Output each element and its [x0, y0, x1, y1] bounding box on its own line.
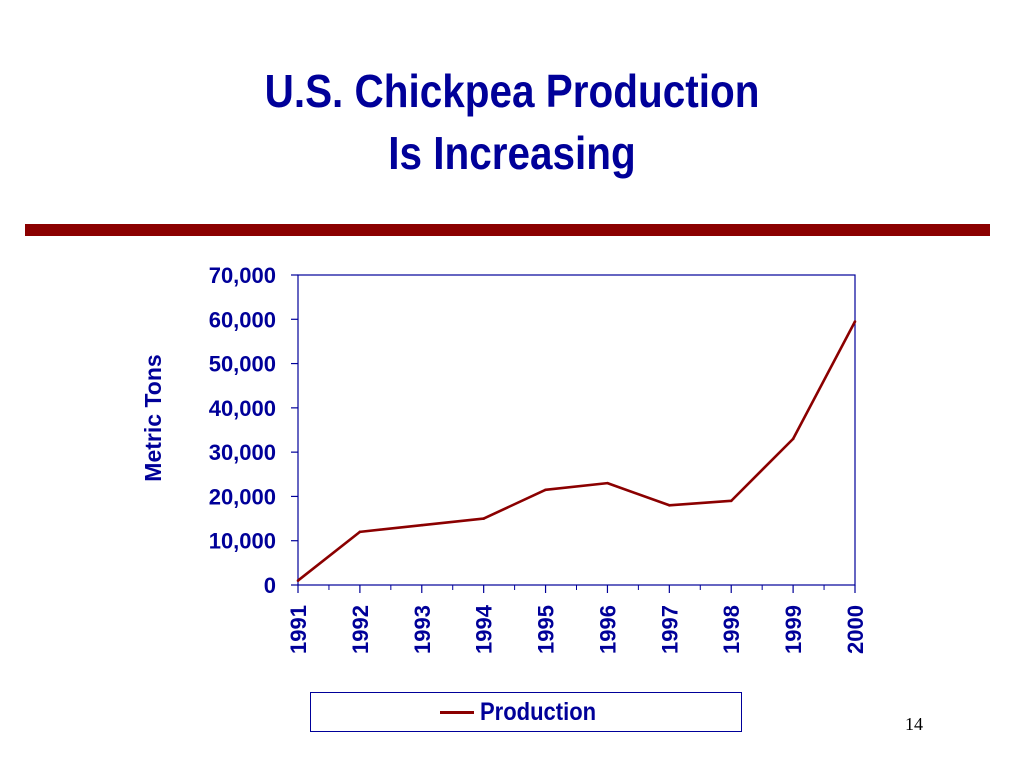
- y-tick-label: 20,000: [209, 484, 276, 509]
- x-tick-label: 1996: [595, 605, 620, 654]
- x-tick-label: 2000: [843, 605, 868, 654]
- data-point-production: [668, 503, 671, 507]
- x-tick-label: 1999: [781, 605, 806, 654]
- y-tick-label: 10,000: [209, 529, 276, 554]
- y-tick-label: 50,000: [209, 352, 276, 377]
- data-point-production: [482, 517, 485, 520]
- data-point-production: [729, 499, 733, 503]
- data-point-production: [420, 523, 424, 527]
- data-point-production: [544, 488, 547, 492]
- y-tick-label: 70,000: [209, 263, 276, 288]
- y-axis-title: Metric Tons: [140, 354, 166, 481]
- y-tick-label: 60,000: [209, 307, 276, 332]
- data-point-production: [358, 530, 362, 534]
- x-tick-label: 1997: [657, 605, 682, 654]
- title-line-2: Is Increasing: [388, 127, 636, 179]
- x-tick-label: 1992: [348, 605, 373, 654]
- x-tick-label: 1993: [410, 605, 435, 654]
- y-tick-label: 40,000: [209, 396, 276, 421]
- series-line-production: [297, 320, 857, 582]
- x-tick-label: 1998: [719, 605, 744, 654]
- data-point-production: [853, 320, 857, 323]
- y-tick-label: 0: [264, 573, 276, 598]
- chart-legend: Production: [310, 692, 742, 732]
- y-tick-label: 30,000: [209, 440, 276, 465]
- page-number: 14: [905, 714, 923, 734]
- x-tick-label: 1991: [286, 605, 311, 654]
- slide-title: U.S. Chickpea Production Is Increasing: [61, 60, 962, 184]
- plot-area-frame: [297, 274, 856, 586]
- x-tick-label: 1995: [534, 605, 559, 654]
- title-line-1: U.S. Chickpea Production: [264, 65, 760, 117]
- data-point-production: [296, 579, 300, 582]
- data-point-production: [606, 481, 609, 485]
- x-tick-label: 1994: [472, 604, 497, 654]
- legend-label-production: Production: [480, 697, 597, 726]
- title-divider-rule: [25, 224, 990, 236]
- data-point-production: [791, 437, 795, 441]
- legend-swatch-production: [440, 710, 475, 714]
